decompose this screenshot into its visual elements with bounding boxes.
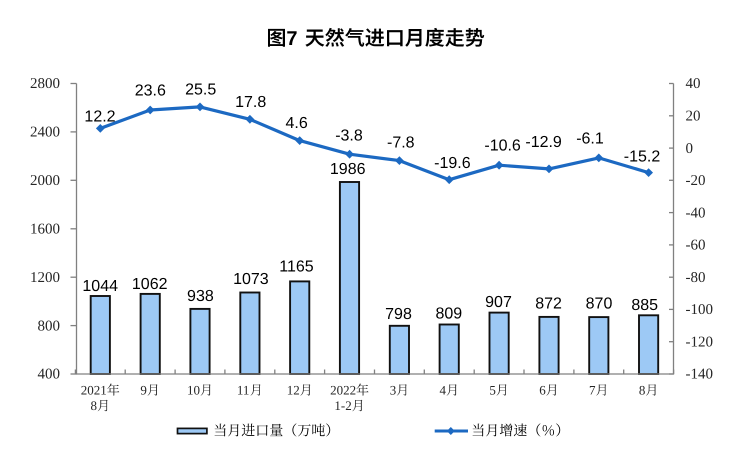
svg-text:0: 0 — [686, 141, 694, 157]
svg-text:5: 5 — [489, 383, 496, 398]
svg-text:-120: -120 — [686, 334, 714, 350]
svg-text:-60: -60 — [686, 238, 706, 254]
svg-text:23.6: 23.6 — [135, 83, 166, 100]
svg-text:2021: 2021 — [81, 383, 107, 398]
svg-text:1200: 1200 — [30, 270, 60, 286]
svg-text:907: 907 — [485, 294, 512, 311]
svg-text:2800: 2800 — [30, 76, 60, 92]
svg-text:2022: 2022 — [330, 383, 356, 398]
svg-text:8: 8 — [91, 398, 98, 413]
svg-text:800: 800 — [38, 318, 61, 334]
svg-text:7: 7 — [589, 383, 596, 398]
svg-text:1986: 1986 — [330, 161, 366, 178]
svg-text:1165: 1165 — [279, 259, 314, 276]
svg-text:7: 7 — [286, 28, 297, 50]
svg-text:-15.2: -15.2 — [624, 148, 661, 165]
svg-text:1062: 1062 — [132, 276, 168, 293]
svg-text:2000: 2000 — [30, 173, 60, 189]
svg-text:4.6: 4.6 — [285, 115, 307, 132]
svg-text:2400: 2400 — [30, 125, 60, 141]
svg-text:25.5: 25.5 — [185, 81, 216, 98]
svg-text:-80: -80 — [686, 270, 706, 286]
svg-text:8: 8 — [639, 383, 646, 398]
svg-text:1600: 1600 — [30, 221, 60, 237]
svg-text:11: 11 — [237, 383, 250, 398]
svg-text:17.8: 17.8 — [235, 94, 266, 111]
svg-text:12: 12 — [287, 383, 300, 398]
svg-text:-6.1: -6.1 — [576, 130, 604, 147]
svg-text:798: 798 — [385, 306, 412, 323]
svg-text:6: 6 — [539, 383, 546, 398]
svg-text:3: 3 — [390, 383, 397, 398]
svg-text:-40: -40 — [686, 205, 706, 221]
svg-text:938: 938 — [187, 288, 214, 305]
svg-text:-100: -100 — [686, 302, 714, 318]
svg-text:809: 809 — [435, 306, 462, 323]
svg-text:1073: 1073 — [233, 271, 269, 288]
svg-text:-140: -140 — [686, 367, 714, 383]
svg-text:9: 9 — [140, 383, 147, 398]
svg-text:40: 40 — [686, 76, 701, 92]
svg-text:1044: 1044 — [82, 278, 118, 295]
svg-text:-10.6: -10.6 — [484, 138, 521, 155]
svg-text:10: 10 — [187, 383, 200, 398]
svg-text:4: 4 — [440, 383, 447, 398]
svg-text:870: 870 — [586, 296, 613, 313]
svg-text:-20: -20 — [686, 173, 706, 189]
svg-text:872: 872 — [535, 295, 562, 312]
svg-text:885: 885 — [631, 297, 658, 314]
svg-text:-7.8: -7.8 — [387, 135, 415, 152]
svg-text:-12.9: -12.9 — [525, 134, 562, 151]
svg-text:-19.6: -19.6 — [434, 155, 471, 172]
svg-text:-3.8: -3.8 — [335, 128, 363, 145]
svg-text:20: 20 — [686, 109, 701, 125]
svg-text:12.2: 12.2 — [84, 108, 115, 125]
svg-text:400: 400 — [38, 367, 61, 383]
svg-text:1-2: 1-2 — [334, 398, 351, 413]
